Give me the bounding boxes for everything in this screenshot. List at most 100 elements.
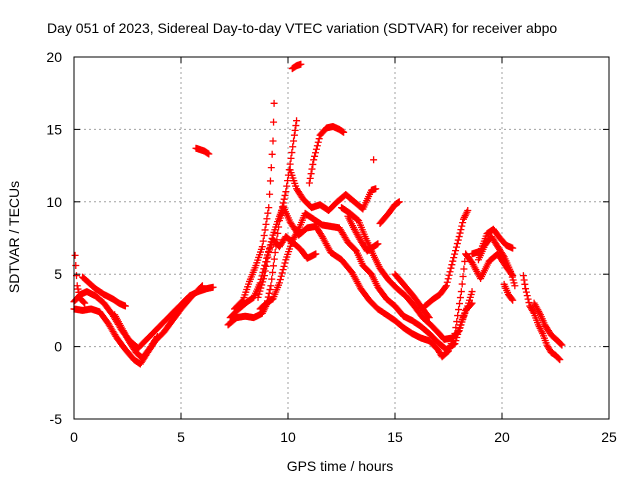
data-point	[271, 248, 279, 256]
data-point	[283, 182, 291, 190]
x-tick-label: 25	[601, 429, 617, 445]
data-point	[290, 131, 298, 139]
data-point	[457, 288, 465, 296]
data-point	[445, 271, 453, 279]
y-tick-label: 5	[54, 266, 62, 282]
data-point	[310, 156, 318, 164]
data-point	[468, 299, 476, 307]
data-point	[456, 300, 464, 308]
y-tick-label: 0	[54, 339, 62, 355]
data-point	[312, 250, 320, 258]
x-tick-label: 20	[494, 429, 510, 445]
data-point	[372, 185, 380, 193]
data-point	[450, 254, 458, 262]
y-tick-label: 20	[46, 49, 62, 65]
data-point	[267, 164, 275, 172]
data-point	[522, 288, 530, 296]
data-point	[280, 262, 288, 270]
data-point	[266, 177, 274, 185]
data-point	[455, 306, 463, 314]
data-point	[278, 206, 286, 214]
data-point	[451, 340, 459, 348]
data-point	[198, 282, 206, 290]
data-point	[263, 215, 271, 223]
data-point	[279, 199, 287, 207]
data-point	[312, 145, 320, 153]
series-track-14	[286, 166, 380, 214]
data-point	[424, 312, 432, 320]
series-track-19	[391, 270, 433, 322]
data-point	[282, 188, 290, 196]
data-point	[288, 149, 296, 157]
data-point	[443, 278, 451, 286]
data-point	[267, 282, 275, 290]
data-point	[449, 257, 457, 265]
data-point	[153, 334, 161, 342]
data-point	[447, 264, 455, 272]
data-point	[254, 293, 262, 301]
data-point	[441, 283, 449, 291]
axis-ticks: 0 5 10 15 20 25 -5 0 5 10 15 20	[46, 49, 617, 445]
data-point	[280, 195, 288, 203]
data-point	[274, 229, 282, 237]
data-point	[294, 227, 302, 235]
data-point	[340, 128, 348, 136]
data-point	[459, 219, 467, 227]
series-track-9	[254, 233, 320, 301]
data-point	[257, 284, 265, 292]
data-point	[556, 356, 564, 364]
data-point	[446, 268, 454, 276]
data-point	[75, 288, 83, 296]
series-track-16	[344, 212, 382, 255]
data-point	[312, 149, 320, 157]
data-point	[448, 261, 456, 269]
data-point	[451, 250, 459, 258]
data-point	[255, 290, 263, 298]
y-tick-label: 15	[46, 121, 62, 137]
data-point	[270, 255, 278, 263]
data-point	[509, 244, 517, 252]
data-point	[258, 243, 266, 251]
data-point	[281, 191, 289, 199]
data-point	[261, 267, 269, 275]
data-point	[311, 152, 319, 160]
data-point	[74, 285, 82, 293]
chart-title: Day 051 of 2023, Sidereal Day-to-day VTE…	[47, 20, 557, 36]
data-point	[268, 150, 276, 158]
series-track-21	[468, 225, 517, 258]
data-point	[468, 288, 476, 296]
data-point	[458, 280, 466, 288]
data-point	[425, 314, 433, 322]
data-point	[314, 138, 322, 146]
data-point	[121, 302, 129, 310]
data-point	[508, 295, 516, 303]
data-point	[454, 236, 462, 244]
data-point	[461, 257, 469, 265]
data-point	[305, 179, 313, 187]
data-point	[460, 265, 468, 273]
data-point	[454, 312, 462, 320]
data-point	[278, 203, 286, 211]
data-point	[209, 283, 217, 291]
data-point	[307, 170, 315, 178]
data-point	[265, 204, 273, 212]
data-point	[370, 156, 378, 164]
data-point	[558, 341, 566, 349]
data-point	[269, 262, 277, 270]
grid	[74, 57, 609, 419]
data-point	[73, 282, 81, 290]
data-point	[153, 332, 161, 340]
data-point	[279, 266, 287, 274]
plot-frame	[73, 56, 610, 420]
data-point	[276, 276, 284, 284]
data-point	[258, 281, 266, 289]
data-point	[522, 285, 530, 293]
data-point	[291, 126, 299, 134]
x-tick-label: 5	[177, 429, 185, 445]
data-point	[293, 117, 301, 125]
x-tick-label: 0	[70, 429, 78, 445]
data-point	[277, 272, 285, 280]
data-point	[269, 137, 277, 145]
series-track-7	[231, 99, 278, 313]
data-point	[464, 206, 472, 214]
